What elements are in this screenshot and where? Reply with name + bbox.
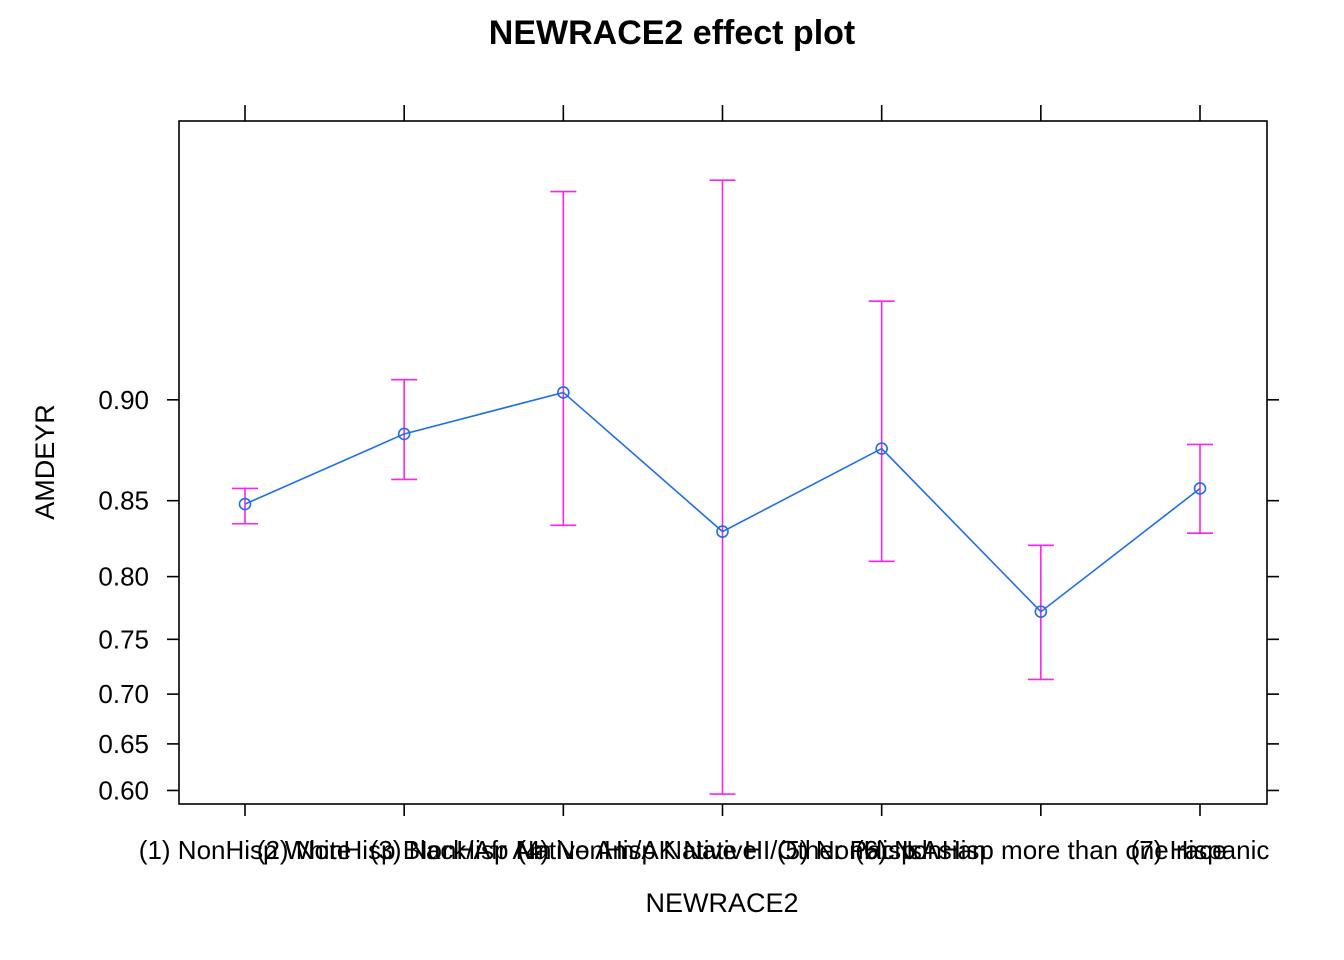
y-axis: 0.60 0.65 0.70 0.75 0.80 0.85 0.90 bbox=[98, 385, 1279, 805]
y-tick-label: 0.75 bbox=[98, 624, 149, 654]
y-tick-label: 0.85 bbox=[98, 486, 149, 516]
confidence-intervals bbox=[232, 179, 1213, 795]
effect-line-group bbox=[244, 391, 1201, 613]
y-tick-label: 0.70 bbox=[98, 679, 149, 709]
x-tick-label: (5) NonHisp Asian bbox=[777, 835, 987, 865]
y-tick-label: 0.80 bbox=[98, 562, 149, 592]
effect-point bbox=[557, 386, 570, 399]
effect-point bbox=[716, 525, 729, 538]
effect-point bbox=[397, 427, 411, 441]
y-tick-label: 0.65 bbox=[98, 729, 149, 759]
y-tick-label: 0.60 bbox=[98, 775, 149, 805]
effect-point bbox=[1193, 482, 1207, 495]
effect-line bbox=[244, 391, 1201, 613]
x-tick-label: (1) NonHisp White bbox=[139, 835, 351, 865]
effect-point bbox=[1034, 605, 1048, 619]
chart-title: NEWRACE2 effect plot bbox=[489, 14, 855, 52]
y-axis-label: AMDEYR bbox=[30, 404, 60, 520]
x-tick-label: (3) NonHisp Native Am/AK Native bbox=[370, 835, 757, 865]
x-tick-label: (6) NonHisp more than one race bbox=[855, 835, 1226, 865]
x-tick-label: (7) Hispanic bbox=[1131, 835, 1270, 865]
effect-point bbox=[238, 497, 252, 511]
x-tick-label: (2) NonHisp Black/Afr Am bbox=[257, 835, 552, 865]
effect-point bbox=[875, 442, 888, 455]
y-tick-label: 0.90 bbox=[98, 385, 149, 415]
x-axis-label: NEWRACE2 bbox=[645, 888, 798, 918]
effect-points bbox=[238, 386, 1207, 619]
x-axis: (1) NonHisp White(2) NonHisp Black/Afr A… bbox=[139, 105, 1270, 865]
x-tick-label: (4) NonHisp Native HI/Other Pac Isl bbox=[517, 835, 927, 865]
